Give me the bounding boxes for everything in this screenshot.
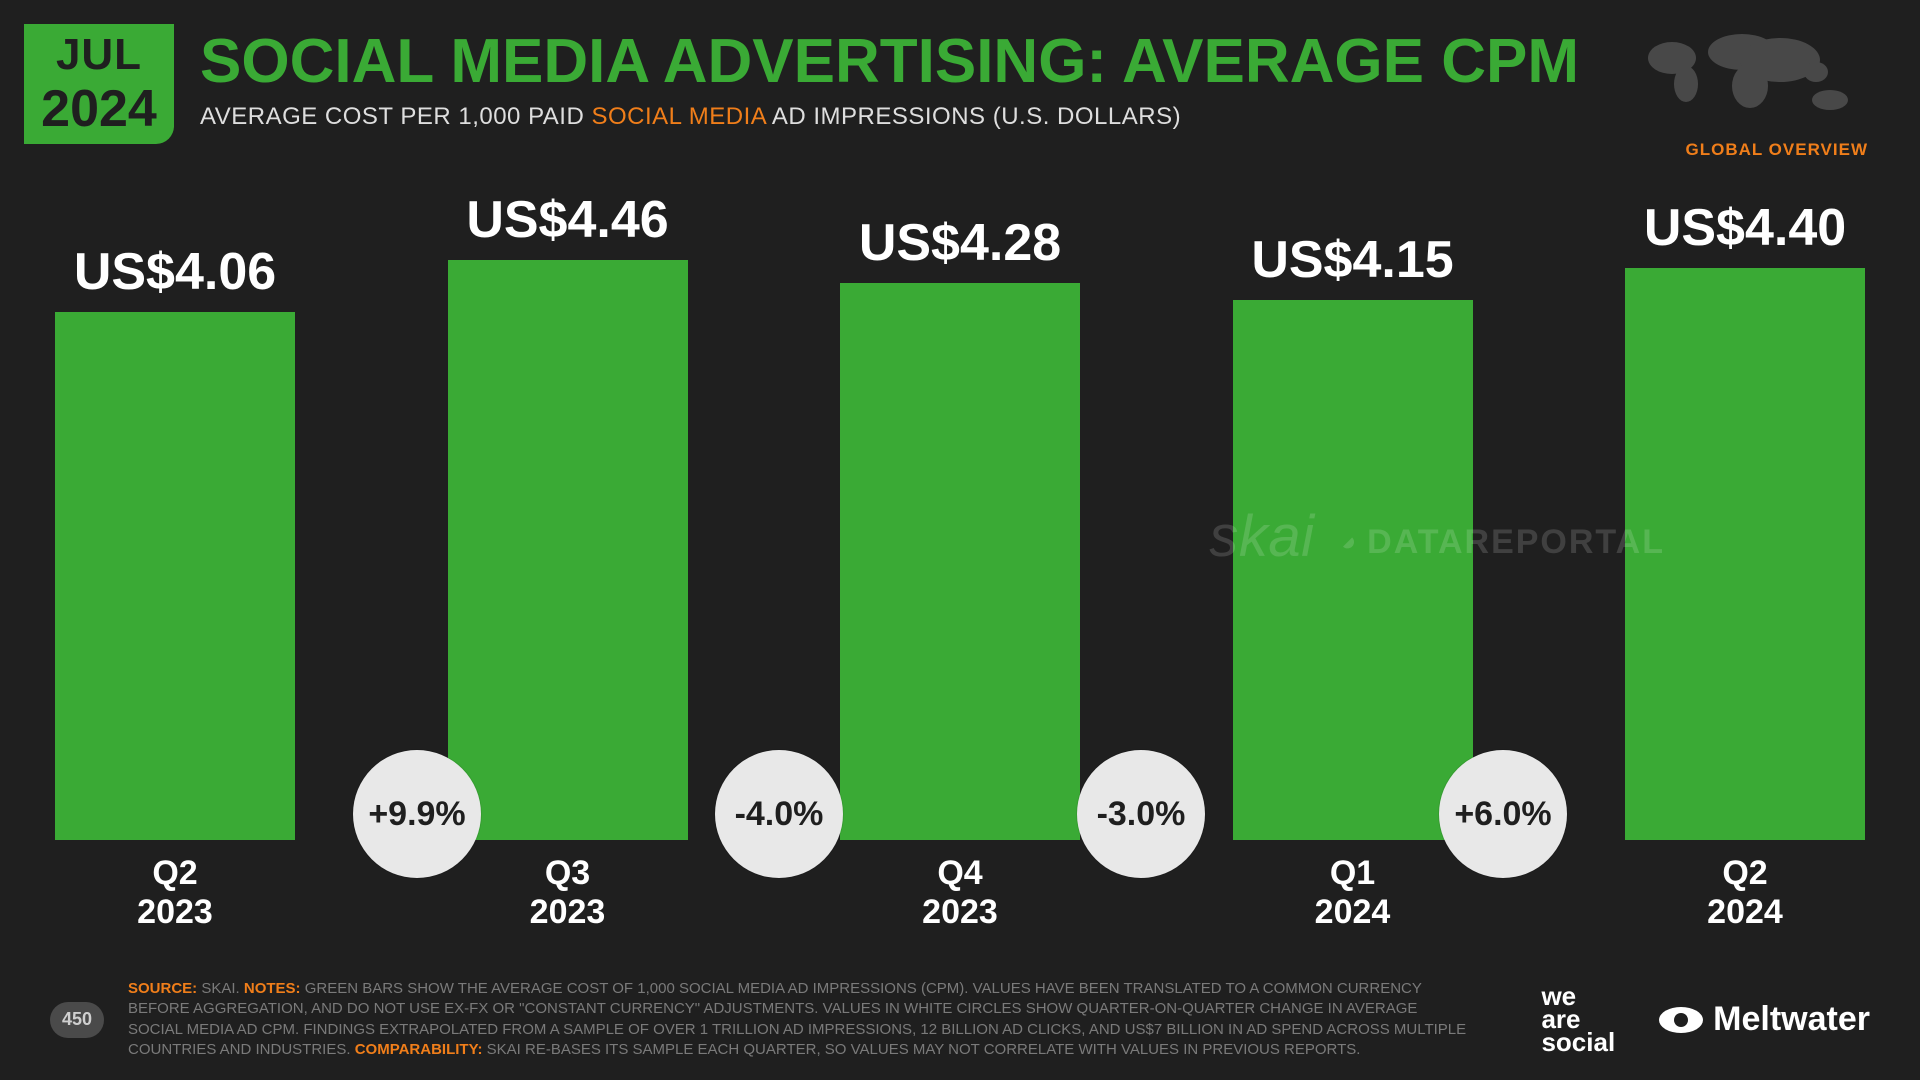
source-key: SOURCE: (128, 980, 197, 997)
bar-wrap: US$4.28Q4 2023 (840, 213, 1080, 840)
bar-value: US$4.06 (74, 242, 276, 302)
subtitle-post: AD IMPRESSIONS (U.S. DOLLARS) (766, 103, 1181, 130)
comp-key: COMPARABILITY: (355, 1041, 483, 1058)
bar-wrap: US$4.06Q2 2023 (55, 242, 295, 840)
page-title: SOCIAL MEDIA ADVERTISING: AVERAGE CPM (200, 26, 1579, 97)
footer: 450 SOURCE: SKAI. NOTES: GREEN BARS SHOW… (0, 979, 1920, 1060)
page-subtitle: AVERAGE COST PER 1,000 PAID SOCIAL MEDIA… (200, 103, 1579, 131)
footer-logos: we are social Meltwater (1541, 985, 1870, 1054)
bar-value: US$4.15 (1251, 230, 1453, 290)
notes-key: NOTES: (244, 980, 301, 997)
subtitle-highlight: SOCIAL MEDIA (591, 103, 766, 130)
date-month: JUL (56, 33, 142, 77)
watermark-skai: skai (1209, 503, 1314, 570)
subtitle-pre: AVERAGE COST PER 1,000 PAID (200, 103, 591, 130)
watermark: skai ◗DATAREPORTAL (1209, 503, 1665, 570)
change-badge: -3.0% (1077, 750, 1205, 878)
meltwater-eye-icon (1659, 1007, 1703, 1033)
page-number: 450 (50, 1002, 104, 1038)
date-badge: JUL 2024 (24, 24, 174, 144)
bar-label: Q2 2023 (137, 854, 213, 932)
bar-value: US$4.40 (1644, 198, 1846, 258)
bar (55, 312, 295, 840)
bar-wrap: US$4.46Q3 2023 (448, 190, 688, 840)
title-block: SOCIAL MEDIA ADVERTISING: AVERAGE CPM AV… (200, 26, 1579, 131)
world-map-icon (1630, 24, 1870, 134)
bar-chart: US$4.06Q2 2023US$4.46Q3 2023US$4.28Q4 20… (55, 210, 1865, 920)
bar-value: US$4.28 (859, 213, 1061, 273)
overview-label: GLOBAL OVERVIEW (1685, 140, 1868, 160)
watermark-datareportal: ◗DATAREPORTAL (1341, 510, 1665, 564)
footer-notes: SOURCE: SKAI. NOTES: GREEN BARS SHOW THE… (128, 979, 1468, 1060)
change-badge: +6.0% (1439, 750, 1567, 878)
bar-label: Q4 2023 (922, 854, 998, 932)
bar (448, 260, 688, 840)
bar-label: Q2 2024 (1707, 854, 1783, 932)
logo-meltwater: Meltwater (1659, 1000, 1870, 1039)
change-badge: -4.0% (715, 750, 843, 878)
bar-label: Q1 2024 (1315, 854, 1391, 932)
source-val: SKAI. (197, 980, 244, 997)
bar-label: Q3 2023 (530, 854, 606, 932)
wifi-icon: ◗ (1331, 525, 1368, 562)
date-year: 2024 (41, 83, 157, 135)
bar-value: US$4.46 (466, 190, 668, 250)
logo-we-are-social: we are social (1541, 985, 1615, 1054)
bar (1233, 300, 1473, 840)
change-badge: +9.9% (353, 750, 481, 878)
comp-val: SKAI RE-BASES ITS SAMPLE EACH QUARTER, S… (482, 1041, 1360, 1058)
bar (840, 283, 1080, 840)
